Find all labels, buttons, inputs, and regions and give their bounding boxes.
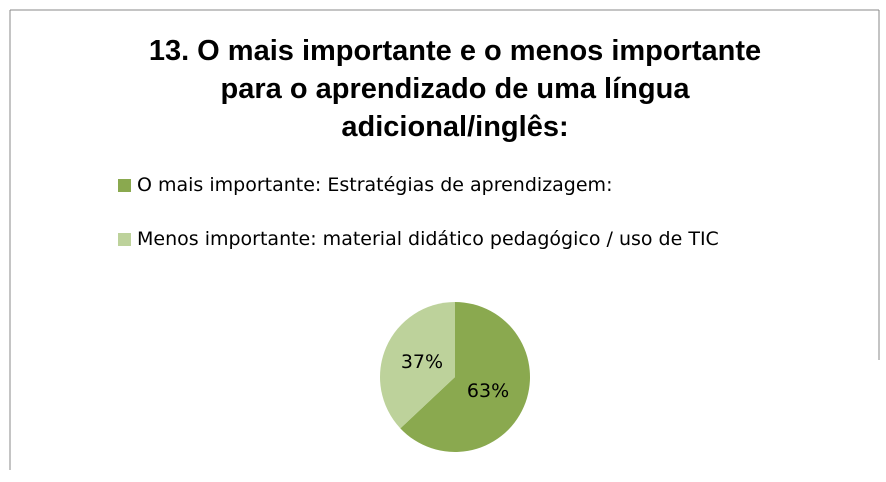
chart-title: 13. O mais importante e o menos importan… [148, 35, 762, 143]
legend-item: Menos importante: material didático peda… [118, 228, 719, 250]
data-label: 63% [467, 380, 509, 402]
legend-label: Menos importante: material didático peda… [137, 228, 719, 250]
legend-swatch [118, 178, 131, 192]
pie-slice [380, 302, 455, 429]
legend-swatch [118, 232, 131, 246]
data-label: 37% [401, 351, 443, 373]
legend-item: O mais importante: Estratégias de aprend… [118, 174, 612, 196]
pie-slice [400, 302, 530, 452]
legend-label: O mais importante: Estratégias de aprend… [137, 174, 613, 196]
